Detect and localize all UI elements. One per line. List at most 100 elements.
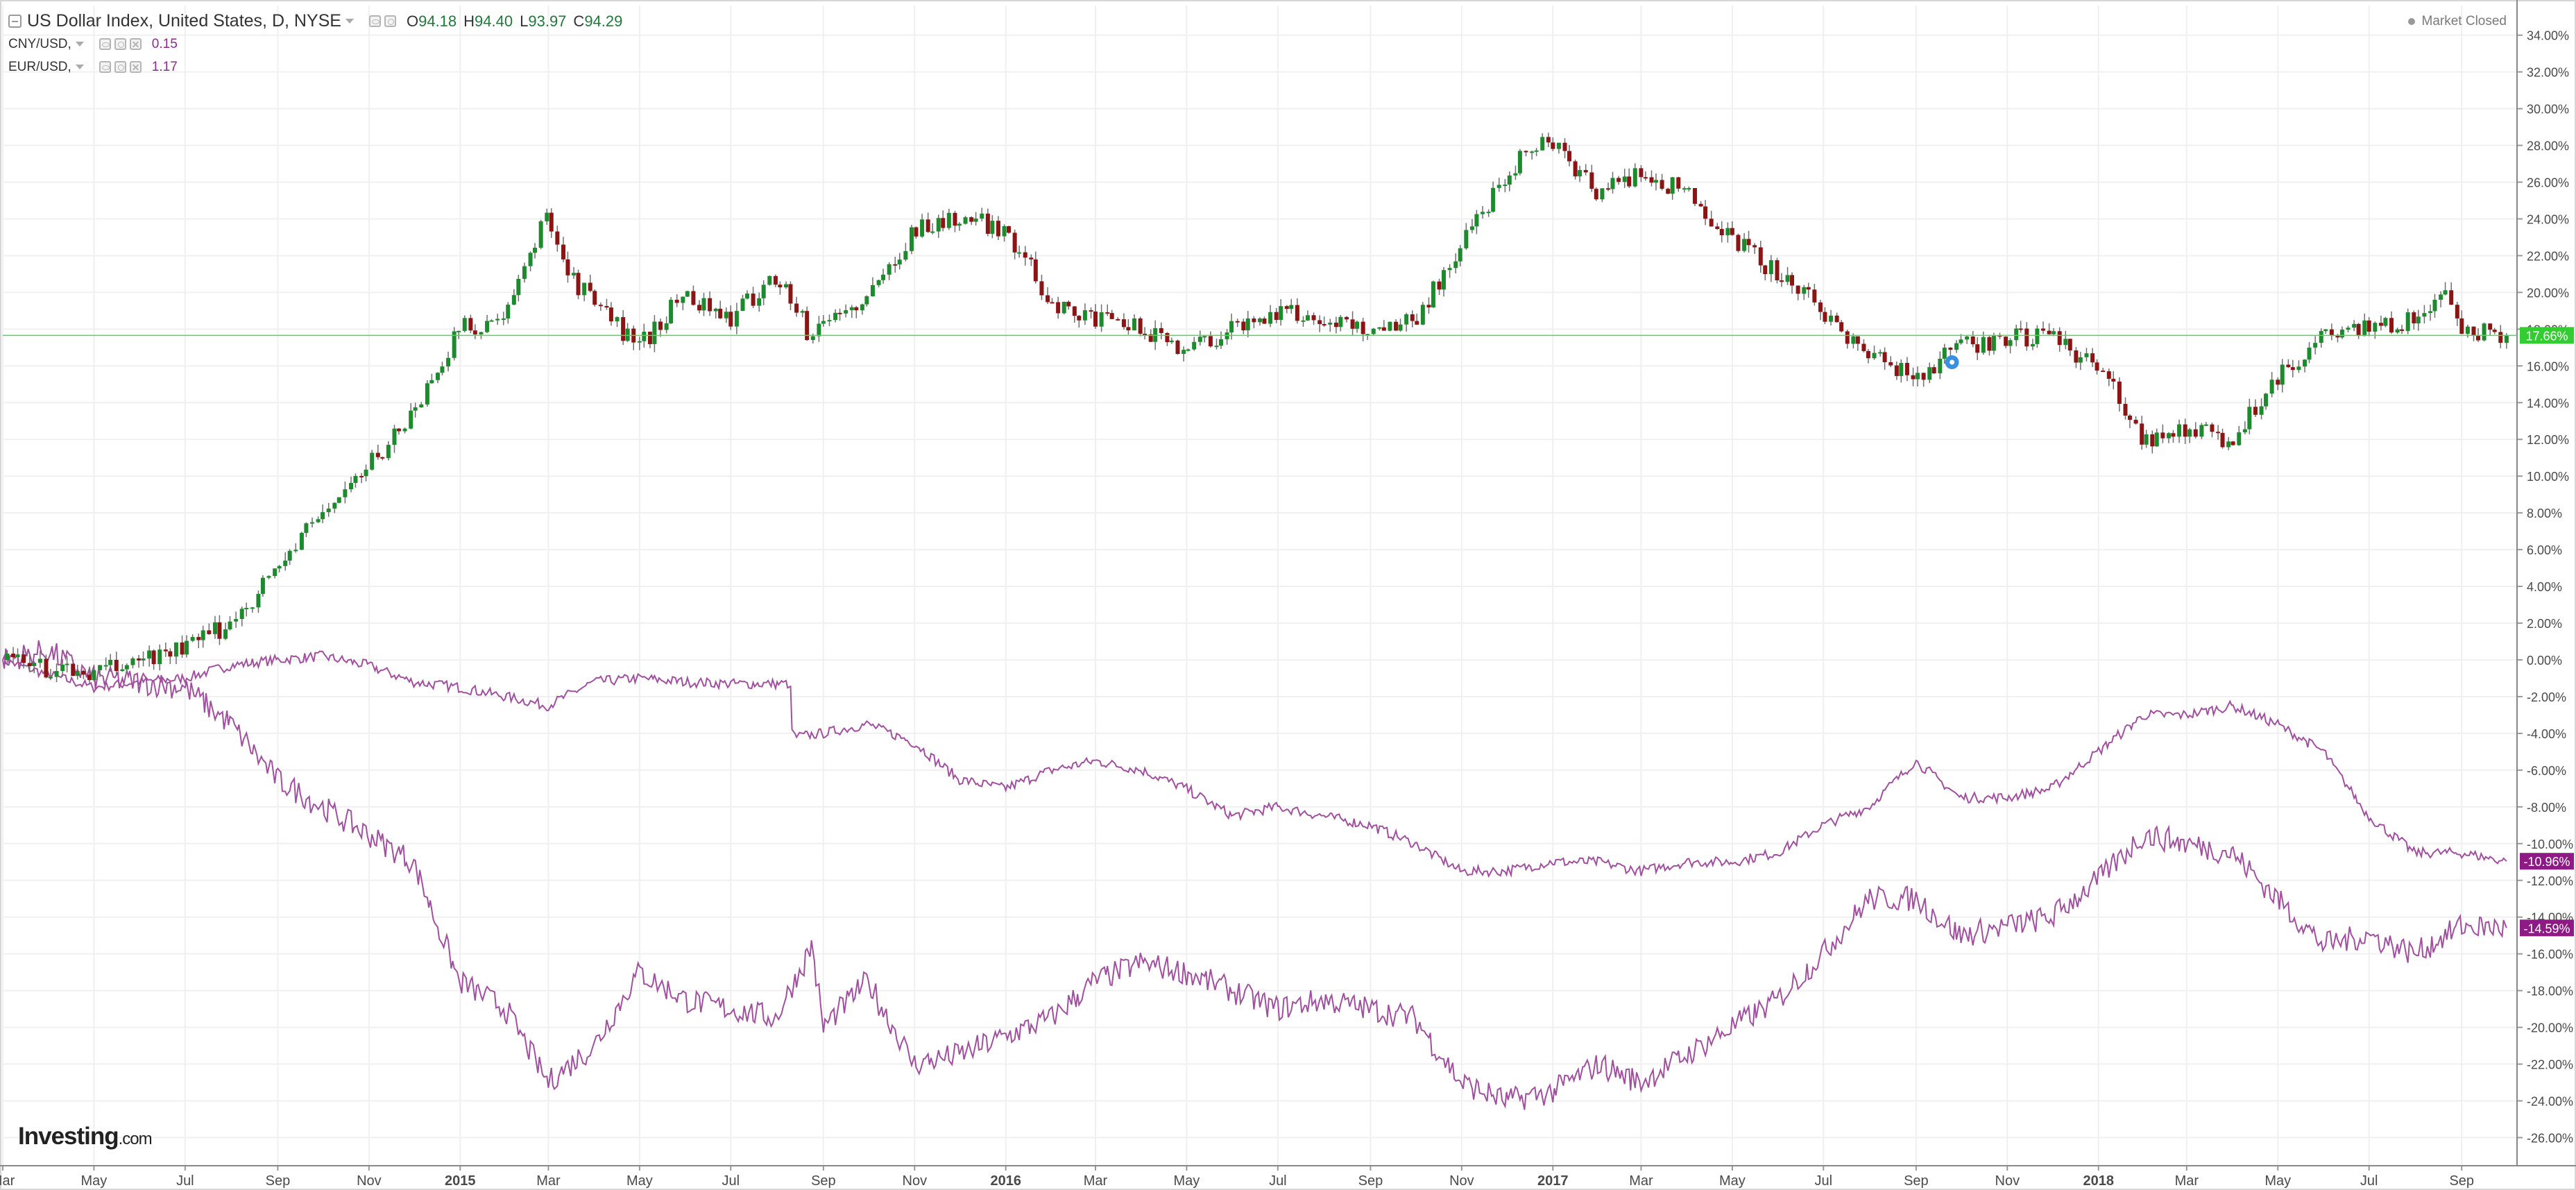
settings-icon[interactable] bbox=[114, 61, 126, 73]
candle-body bbox=[326, 508, 331, 513]
candle-body bbox=[1878, 352, 1883, 354]
candle-body bbox=[2084, 353, 2089, 357]
candle-body bbox=[1474, 214, 1479, 227]
candle bbox=[1513, 165, 1518, 180]
candle bbox=[860, 303, 864, 315]
candle bbox=[691, 285, 696, 306]
candle bbox=[2230, 441, 2235, 446]
candle-body bbox=[2339, 330, 2344, 338]
x-tick-label: Sep bbox=[811, 1173, 836, 1189]
candle-body bbox=[1752, 245, 1757, 248]
candle bbox=[2303, 359, 2308, 373]
candle bbox=[2455, 301, 2459, 326]
candle-body bbox=[2443, 290, 2448, 295]
candle-body bbox=[1229, 321, 1234, 333]
candle-body bbox=[506, 305, 511, 318]
candle bbox=[1965, 335, 1970, 344]
candle-body bbox=[1279, 306, 1283, 321]
candle bbox=[326, 502, 331, 517]
candle-body bbox=[349, 482, 354, 490]
candle bbox=[228, 615, 232, 631]
candle-body bbox=[1790, 275, 1795, 286]
candle-body bbox=[1594, 189, 1598, 200]
candle-body bbox=[1839, 322, 1844, 332]
chevron-down-icon[interactable] bbox=[75, 65, 84, 69]
candle bbox=[151, 649, 156, 670]
ohlc-high-key: H bbox=[463, 12, 475, 30]
candle-body bbox=[2090, 353, 2095, 363]
candle-body bbox=[2416, 316, 2421, 324]
candle-body bbox=[124, 665, 129, 670]
candle bbox=[2127, 414, 2132, 428]
candle-body bbox=[244, 608, 249, 610]
candle bbox=[2439, 291, 2443, 308]
candle bbox=[761, 280, 766, 305]
candle-body bbox=[718, 308, 723, 318]
close-icon[interactable] bbox=[129, 61, 142, 73]
candle-body bbox=[1442, 270, 1447, 290]
candle bbox=[2183, 418, 2187, 445]
candle bbox=[5, 649, 10, 665]
candle bbox=[260, 575, 265, 597]
candle-body bbox=[1742, 239, 1747, 251]
candle-body bbox=[1802, 287, 1807, 294]
visibility-icon[interactable] bbox=[99, 61, 111, 73]
candle-body bbox=[761, 284, 766, 298]
candle bbox=[533, 243, 538, 259]
candle-body bbox=[1039, 281, 1044, 296]
settings-icon[interactable] bbox=[384, 15, 396, 27]
candle-body bbox=[228, 621, 232, 629]
candle bbox=[2459, 310, 2464, 334]
settings-icon[interactable] bbox=[114, 38, 126, 50]
candle bbox=[1517, 148, 1522, 176]
candle bbox=[545, 208, 549, 226]
candle bbox=[440, 362, 445, 375]
candle-body bbox=[647, 332, 652, 344]
ohlc-low-value: 93.97 bbox=[528, 12, 567, 30]
candle-body bbox=[1698, 203, 1703, 207]
candle-body bbox=[1610, 178, 1615, 189]
candle-body bbox=[157, 649, 162, 665]
y-tick-label: -18.00% bbox=[2527, 985, 2573, 998]
ohlc-low-key: L bbox=[520, 12, 529, 30]
candle-body bbox=[1317, 320, 1322, 325]
candle-body bbox=[2123, 404, 2128, 416]
candle bbox=[435, 372, 440, 384]
candle-body bbox=[1182, 350, 1186, 355]
candle bbox=[44, 654, 49, 679]
candle-body bbox=[1507, 175, 1512, 185]
candle bbox=[501, 312, 506, 325]
chevron-down-icon[interactable] bbox=[345, 19, 354, 24]
candle bbox=[957, 222, 962, 231]
candle-body bbox=[2067, 339, 2072, 351]
candle bbox=[2008, 338, 2013, 354]
candle-body bbox=[1410, 314, 1415, 321]
y-tick-label: 28.00% bbox=[2527, 139, 2569, 153]
chevron-down-icon[interactable] bbox=[75, 42, 84, 46]
candle-body bbox=[163, 649, 168, 652]
candle bbox=[2063, 330, 2068, 350]
candle bbox=[2313, 336, 2318, 355]
candle-body bbox=[1218, 339, 1223, 346]
x-tick-label: Sep bbox=[2449, 1173, 2474, 1189]
candle bbox=[1355, 320, 1360, 333]
visibility-icon[interactable] bbox=[99, 38, 111, 50]
candle bbox=[953, 210, 957, 232]
candle-body bbox=[1763, 265, 1768, 275]
candle bbox=[462, 315, 467, 332]
candle bbox=[92, 664, 96, 682]
candle-body bbox=[2459, 318, 2464, 334]
visibility-icon[interactable] bbox=[368, 15, 381, 27]
candle bbox=[2339, 326, 2344, 339]
candle-body bbox=[2366, 320, 2371, 332]
collapse-legend-icon[interactable] bbox=[8, 15, 22, 28]
candle-body bbox=[2313, 343, 2318, 348]
close-icon[interactable] bbox=[129, 38, 142, 50]
candle bbox=[511, 289, 516, 305]
candle-body bbox=[751, 294, 756, 306]
candle-body bbox=[452, 331, 457, 358]
legend-series-row-eur: EUR/USD, 1.17 bbox=[8, 56, 622, 78]
candle bbox=[402, 427, 407, 434]
candle bbox=[316, 516, 321, 523]
